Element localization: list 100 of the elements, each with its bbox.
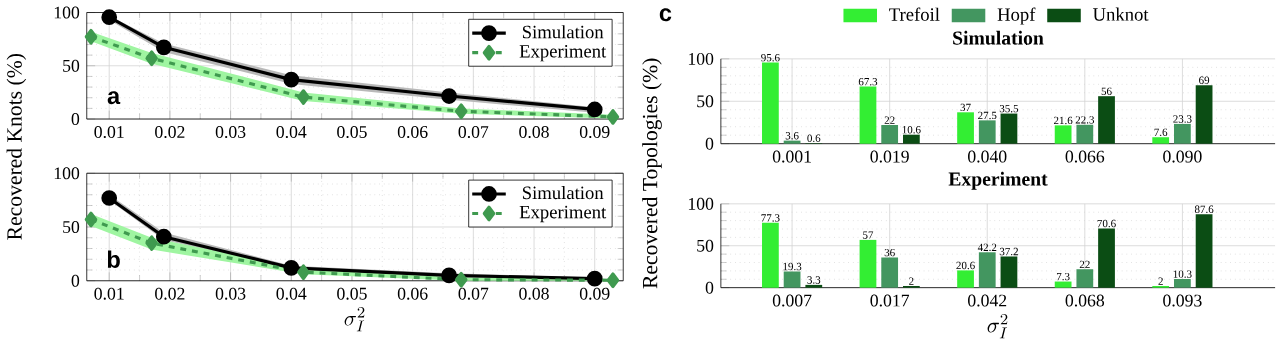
point <box>606 272 620 289</box>
chart-title: Simulation <box>953 30 1044 45</box>
x-tick-label: 0.01 <box>94 287 124 300</box>
bar <box>881 257 899 288</box>
point <box>145 50 158 67</box>
legend-label: Simulation <box>522 25 604 39</box>
x-tick-label: 0.017 <box>870 294 910 307</box>
x-tick-label: 0.090 <box>1163 150 1202 163</box>
data-label: 10.3 <box>1173 270 1192 278</box>
x-tick-label: 0.07 <box>458 126 489 139</box>
bar <box>783 271 801 288</box>
bar <box>1054 125 1072 144</box>
data-label: 19.3 <box>783 262 802 271</box>
data-label: 37 <box>960 103 971 112</box>
data-label: 77.3 <box>761 214 780 222</box>
x-tick-label: 0.07 <box>458 287 489 300</box>
legend-label: Experiment <box>519 205 607 223</box>
point <box>454 103 468 120</box>
x-tick-label: 0.007 <box>772 294 812 307</box>
bar <box>1195 85 1213 144</box>
x-tick-label: 0.08 <box>519 287 549 300</box>
point <box>101 190 118 206</box>
data-label: 3.6 <box>785 132 799 140</box>
y-axis-title: Recovered Knots (%) <box>6 54 27 240</box>
bar <box>1098 228 1115 288</box>
bar <box>1098 96 1115 144</box>
annotation: b <box>107 250 120 268</box>
bar <box>1054 281 1072 288</box>
point <box>155 39 172 56</box>
data-label: 22 <box>884 116 895 124</box>
data-label: 57 <box>863 231 874 239</box>
x-tick-label: 0.03 <box>215 126 246 139</box>
bar <box>978 252 996 288</box>
data-label: 23.3 <box>1173 115 1192 123</box>
x-tick-label: 0.001 <box>772 150 811 163</box>
data-label: 3.3 <box>807 276 821 284</box>
data-label: 20.6 <box>956 261 975 270</box>
data-label: 7.6 <box>1154 128 1168 137</box>
x-tick-label: 0.06 <box>397 287 428 300</box>
point <box>155 228 172 245</box>
x-axis-title: $\sigma_I^2$ <box>344 307 365 332</box>
data-label: 0.6 <box>807 134 821 143</box>
bar <box>1195 214 1213 288</box>
data-label: 2 <box>909 277 914 285</box>
data-label: 42.2 <box>977 243 997 252</box>
bar <box>762 62 779 144</box>
y-axis-title: Recovered Topologies (%) <box>642 58 662 289</box>
bar <box>978 120 996 144</box>
bar <box>957 112 974 144</box>
y-tick-label: 100 <box>688 52 714 65</box>
data-label: 22.3 <box>1075 116 1095 124</box>
point <box>283 260 300 276</box>
x-tick-label: 0.093 <box>1163 294 1202 307</box>
point <box>84 28 98 45</box>
x-tick-label: 0.09 <box>579 287 610 300</box>
data-label: 67.3 <box>858 78 878 86</box>
bar <box>902 134 920 144</box>
data-label: 56 <box>1101 87 1112 96</box>
bar <box>783 140 801 144</box>
text: c <box>659 8 672 22</box>
bar <box>1174 123 1191 144</box>
x-tick-label: 0.02 <box>155 287 185 300</box>
bar <box>859 239 877 288</box>
y-tick-label: 0 <box>71 274 80 287</box>
y-tick-label: 100 <box>54 167 80 180</box>
point <box>145 235 158 252</box>
x-tick-label: 0.08 <box>519 126 549 139</box>
bar <box>1152 137 1170 144</box>
point <box>84 211 98 228</box>
x-tick-label: 0.042 <box>968 294 1007 307</box>
x-tick-label: 0.09 <box>579 126 610 139</box>
point <box>283 71 300 88</box>
x-tick-label: 0.019 <box>870 150 909 163</box>
y-tick-label: 50 <box>63 221 80 234</box>
y-tick-label: 0 <box>705 281 714 294</box>
bar <box>1000 113 1018 144</box>
data-label: 7.3 <box>1056 273 1070 281</box>
chart-title: Experiment <box>948 171 1048 190</box>
x-tick-label: 0.066 <box>1065 150 1105 163</box>
legend-label: Hopf <box>997 7 1036 25</box>
point <box>297 89 310 106</box>
data-label: 2 <box>1158 277 1163 285</box>
y-tick-label: 100 <box>688 197 714 210</box>
y-tick-label: 0 <box>71 113 80 126</box>
point <box>441 88 457 104</box>
bar <box>805 284 823 288</box>
point <box>297 264 310 281</box>
data-label: 36 <box>884 249 895 257</box>
point <box>586 270 603 287</box>
bar <box>881 125 899 144</box>
data-label: 70.6 <box>1097 219 1116 228</box>
data-label: 27.5 <box>978 111 997 120</box>
x-axis-title: $\sigma_I^2$ <box>987 313 1008 339</box>
data-label: 37.2 <box>999 247 1018 256</box>
point <box>101 9 118 26</box>
point <box>441 267 457 284</box>
y-tick-label: 50 <box>697 239 714 252</box>
x-tick-label: 0.04 <box>276 126 307 139</box>
data-label: 35.5 <box>999 105 1019 113</box>
point <box>586 101 603 118</box>
